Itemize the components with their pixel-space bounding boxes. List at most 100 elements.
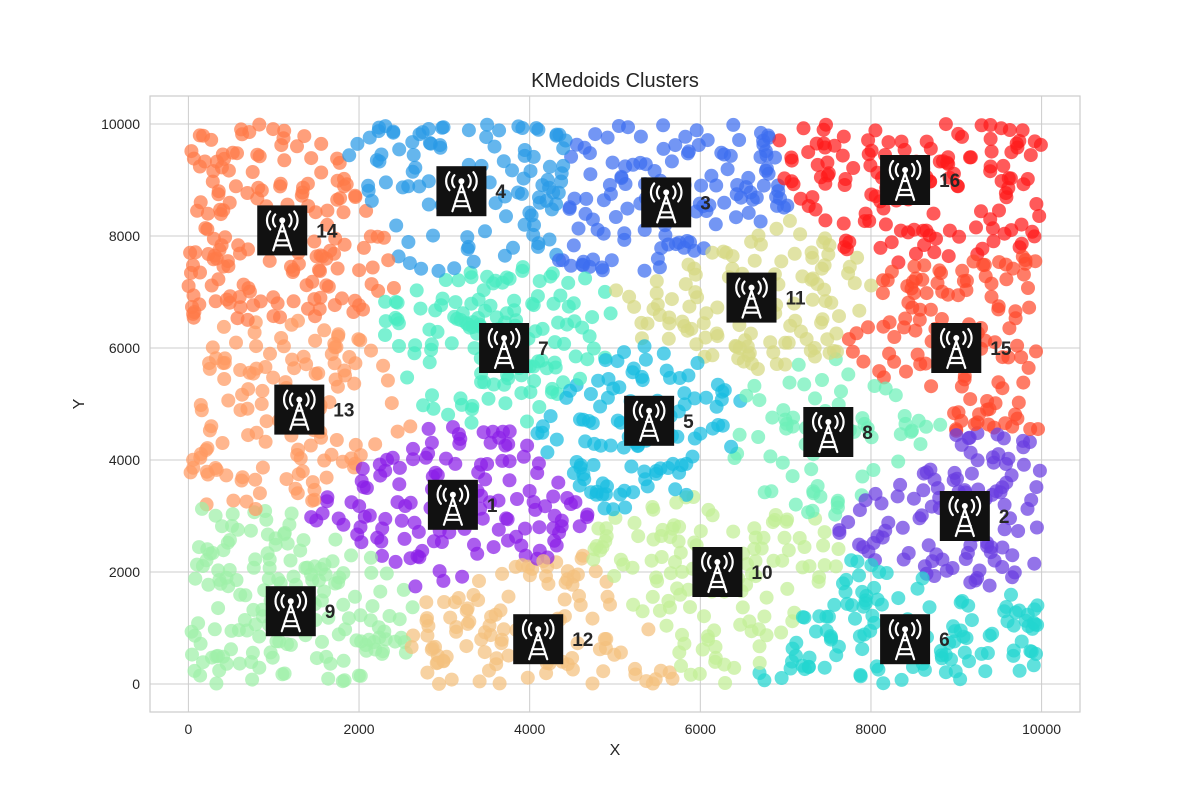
data-point [453, 391, 468, 406]
data-point [801, 145, 816, 160]
data-point [799, 332, 814, 346]
data-point [444, 336, 459, 351]
data-point [689, 337, 704, 352]
antenna-tower-icon [632, 400, 666, 442]
data-point [184, 144, 199, 159]
medoid-marker: 16 [880, 155, 960, 205]
data-point [199, 553, 214, 568]
antenna-tower-icon [265, 210, 299, 252]
data-point [585, 676, 600, 691]
data-point [254, 397, 269, 411]
medoid-marker: 12 [513, 614, 593, 665]
medoid-label: 16 [939, 171, 960, 192]
data-point [785, 469, 800, 484]
data-point [392, 612, 407, 627]
data-point [696, 316, 711, 331]
signal-wave [638, 403, 644, 418]
data-point [378, 294, 393, 309]
data-point [556, 158, 571, 173]
data-point [433, 140, 448, 155]
data-point [477, 645, 492, 660]
data-point [690, 356, 705, 370]
data-point [732, 133, 747, 147]
signal-wave [521, 619, 528, 640]
data-point [595, 540, 610, 555]
data-point [350, 527, 365, 542]
data-point [596, 226, 611, 241]
data-point [240, 623, 254, 638]
data-point [412, 179, 427, 194]
data-point [702, 198, 717, 213]
data-point [598, 353, 613, 368]
data-point [478, 224, 492, 239]
data-point [752, 639, 767, 654]
data-point [970, 453, 985, 468]
medoid-label: 3 [700, 193, 711, 214]
data-point [319, 278, 334, 293]
data-point [752, 655, 767, 670]
antenna-tower-icon [701, 551, 734, 594]
data-point [376, 358, 391, 373]
data-point [209, 676, 224, 691]
data-point [912, 511, 927, 526]
data-point [672, 465, 687, 480]
antenna-tower-icon [888, 159, 922, 202]
y-tick-labels: 0 2000 4000 6000 8000 10000 [101, 116, 140, 692]
data-point [501, 648, 516, 663]
medoid-label: 9 [325, 602, 336, 623]
data-point [804, 462, 819, 477]
data-point [593, 438, 608, 453]
data-point [716, 244, 731, 259]
antenna-tower-icon [436, 484, 470, 526]
data-point [678, 277, 693, 292]
data-point [395, 180, 410, 195]
data-point [589, 484, 604, 499]
data-point [872, 364, 887, 379]
data-point [997, 522, 1012, 537]
data-point [314, 136, 329, 151]
data-point [1027, 556, 1042, 571]
data-point [836, 129, 851, 144]
data-point [527, 218, 541, 233]
data-point [763, 449, 778, 464]
medoid-label: 14 [316, 221, 338, 242]
data-point [565, 577, 580, 592]
signal-wave [894, 162, 900, 178]
tower-frame [946, 339, 967, 370]
data-point [997, 497, 1012, 512]
data-point [205, 174, 220, 189]
data-point [436, 120, 451, 135]
data-point [916, 483, 931, 498]
data-point [756, 178, 771, 193]
data-point [811, 574, 826, 589]
antenna-tip [458, 178, 465, 185]
data-point [482, 663, 496, 678]
data-point [333, 191, 348, 206]
data-point [664, 154, 679, 169]
data-point [363, 613, 378, 628]
data-point [232, 656, 247, 671]
data-point [1031, 422, 1045, 437]
data-point [897, 142, 912, 157]
signal-wave [967, 327, 973, 349]
data-point [331, 511, 346, 526]
data-point [1008, 407, 1023, 422]
medoid-label: 10 [751, 563, 772, 584]
data-point [933, 417, 948, 432]
data-point [875, 286, 890, 301]
data-point [295, 464, 310, 479]
data-point [1006, 618, 1021, 633]
data-point [421, 122, 436, 136]
antenna-tip [535, 626, 542, 633]
data-point [390, 424, 405, 439]
data-point [766, 345, 781, 360]
signal-wave [493, 330, 499, 346]
medoid-label: 6 [939, 630, 950, 651]
data-point [588, 127, 603, 142]
data-point [926, 206, 941, 221]
data-point [323, 243, 338, 258]
data-point [726, 117, 741, 132]
x-tick-label: 6000 [685, 721, 716, 737]
data-point [315, 634, 329, 649]
data-point [600, 130, 615, 145]
